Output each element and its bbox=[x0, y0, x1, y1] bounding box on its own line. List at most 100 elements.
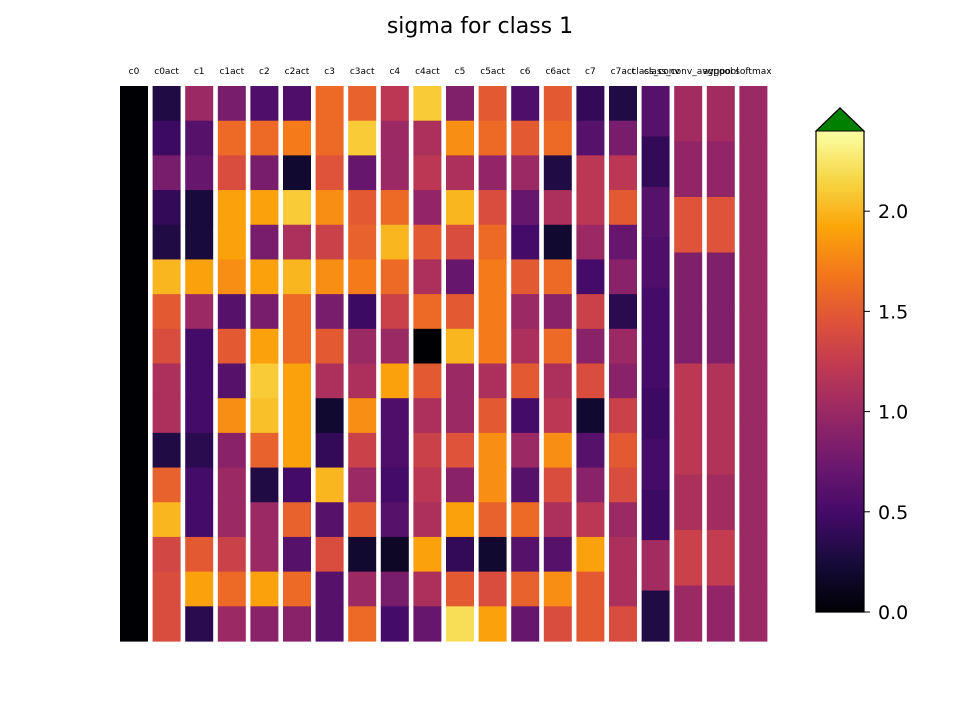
heatmap-cell bbox=[706, 474, 735, 531]
heatmap-cell bbox=[478, 224, 507, 261]
heatmap-cell bbox=[217, 606, 246, 642]
heatmap-cell bbox=[217, 224, 246, 261]
heatmap-cell bbox=[380, 467, 409, 503]
heatmap-cell bbox=[348, 259, 377, 295]
heatmap-cell bbox=[348, 363, 377, 399]
heatmap-cell bbox=[315, 190, 344, 226]
heatmap-cell bbox=[250, 502, 279, 538]
heatmap-cell bbox=[152, 502, 181, 538]
heatmap-cell bbox=[478, 467, 507, 503]
heatmap-cell bbox=[641, 540, 670, 592]
heatmap-cell bbox=[543, 120, 572, 156]
heatmap-cell bbox=[609, 363, 637, 399]
heatmap-cell bbox=[511, 190, 540, 226]
column-labels: c0 c0act c1 c1act c2 c2act c3 c3act c4 c4act c5 c5a… bbox=[129, 67, 773, 77]
heatmap-cell bbox=[706, 530, 735, 587]
column-label: c4act bbox=[415, 67, 440, 77]
heatmap-cell bbox=[478, 536, 507, 573]
heatmap-cell bbox=[609, 502, 637, 538]
heatmap-cell bbox=[739, 363, 768, 420]
heatmap-cell bbox=[478, 363, 507, 399]
heatmap-cell bbox=[348, 224, 377, 261]
heatmap-cell bbox=[641, 86, 670, 138]
heatmap-cell bbox=[543, 363, 572, 399]
heatmap-cell bbox=[315, 120, 344, 156]
heatmap-cell bbox=[641, 237, 670, 289]
heatmap-cell bbox=[609, 536, 637, 573]
heatmap-cell bbox=[478, 502, 507, 538]
heatmap-cell bbox=[250, 86, 279, 122]
heatmap-cell bbox=[185, 467, 214, 503]
heatmap-cell bbox=[543, 467, 572, 503]
heatmap-cell bbox=[478, 190, 507, 226]
heatmap-cell bbox=[511, 432, 540, 469]
heatmap-cell bbox=[217, 571, 246, 607]
heatmap-cell bbox=[543, 224, 572, 261]
heatmap-cell bbox=[120, 294, 148, 330]
heatmap-cell bbox=[348, 571, 377, 607]
heatmap-cell bbox=[185, 120, 214, 156]
column-label: c1 bbox=[194, 67, 205, 77]
heatmap-cell bbox=[706, 197, 735, 254]
heatmap-cell bbox=[283, 536, 311, 573]
heatmap-cell bbox=[478, 259, 507, 295]
heatmap-cell bbox=[478, 606, 507, 642]
heatmap-cell bbox=[674, 419, 703, 476]
heatmap-cell bbox=[348, 120, 377, 156]
heatmap-cell bbox=[576, 328, 605, 365]
heatmap-cell bbox=[576, 190, 605, 226]
heatmap-cell bbox=[380, 86, 409, 122]
heatmap-cell bbox=[446, 120, 474, 156]
heatmap-cell bbox=[120, 120, 148, 156]
heatmap-cell bbox=[511, 294, 540, 330]
heatmap-cell bbox=[446, 502, 474, 538]
colorbar: 0.0 0.5 1.0 1.5 2.0 bbox=[814, 107, 908, 624]
heatmap-column bbox=[413, 86, 442, 642]
heatmap-cell bbox=[185, 536, 214, 573]
heatmap-column bbox=[739, 86, 768, 642]
heatmap-cell bbox=[120, 224, 148, 261]
heatmap-cell bbox=[609, 606, 637, 642]
heatmap-cell bbox=[413, 363, 442, 399]
heatmap-cell bbox=[413, 606, 442, 642]
heatmap-cell bbox=[315, 502, 344, 538]
heatmap-cell bbox=[706, 141, 735, 198]
heatmap-column bbox=[674, 86, 703, 642]
heatmap-cell bbox=[283, 190, 311, 226]
heatmap-cell bbox=[576, 224, 605, 261]
colorbar-tick-label: 2.0 bbox=[878, 201, 908, 223]
heatmap-cell bbox=[380, 363, 409, 399]
heatmap-cell bbox=[152, 259, 181, 295]
heatmap-cell bbox=[576, 120, 605, 156]
heatmap-column bbox=[315, 86, 344, 642]
heatmap-cell bbox=[185, 294, 214, 330]
heatmap-cell bbox=[120, 398, 148, 434]
heatmap-cell bbox=[706, 86, 735, 143]
heatmap-cell bbox=[739, 474, 768, 531]
heatmap-cell bbox=[348, 502, 377, 538]
heatmap-cell bbox=[315, 328, 344, 365]
heatmap-cell bbox=[543, 432, 572, 469]
heatmap-cell bbox=[543, 294, 572, 330]
heatmap-cell bbox=[283, 467, 311, 503]
heatmap-cell bbox=[446, 328, 474, 365]
heatmap-cell bbox=[185, 606, 214, 642]
heatmap-cell bbox=[152, 224, 181, 261]
heatmap-cell bbox=[348, 467, 377, 503]
heatmap-cell bbox=[576, 502, 605, 538]
heatmap-cell bbox=[706, 363, 735, 420]
heatmap-cell bbox=[348, 606, 377, 642]
heatmap-cell bbox=[609, 294, 637, 330]
heatmap-cell bbox=[576, 259, 605, 295]
heatmap-column bbox=[283, 86, 311, 642]
heatmap-column bbox=[446, 86, 474, 642]
heatmap-column bbox=[478, 86, 507, 642]
column-label: c4 bbox=[389, 67, 400, 77]
heatmap-cell bbox=[609, 467, 637, 503]
heatmap-cell bbox=[543, 606, 572, 642]
heatmap-cell bbox=[217, 467, 246, 503]
heatmap-cell bbox=[609, 120, 637, 156]
heatmap-cell bbox=[543, 536, 572, 573]
heatmap-cell bbox=[250, 432, 279, 469]
heatmap-cell bbox=[217, 155, 246, 191]
